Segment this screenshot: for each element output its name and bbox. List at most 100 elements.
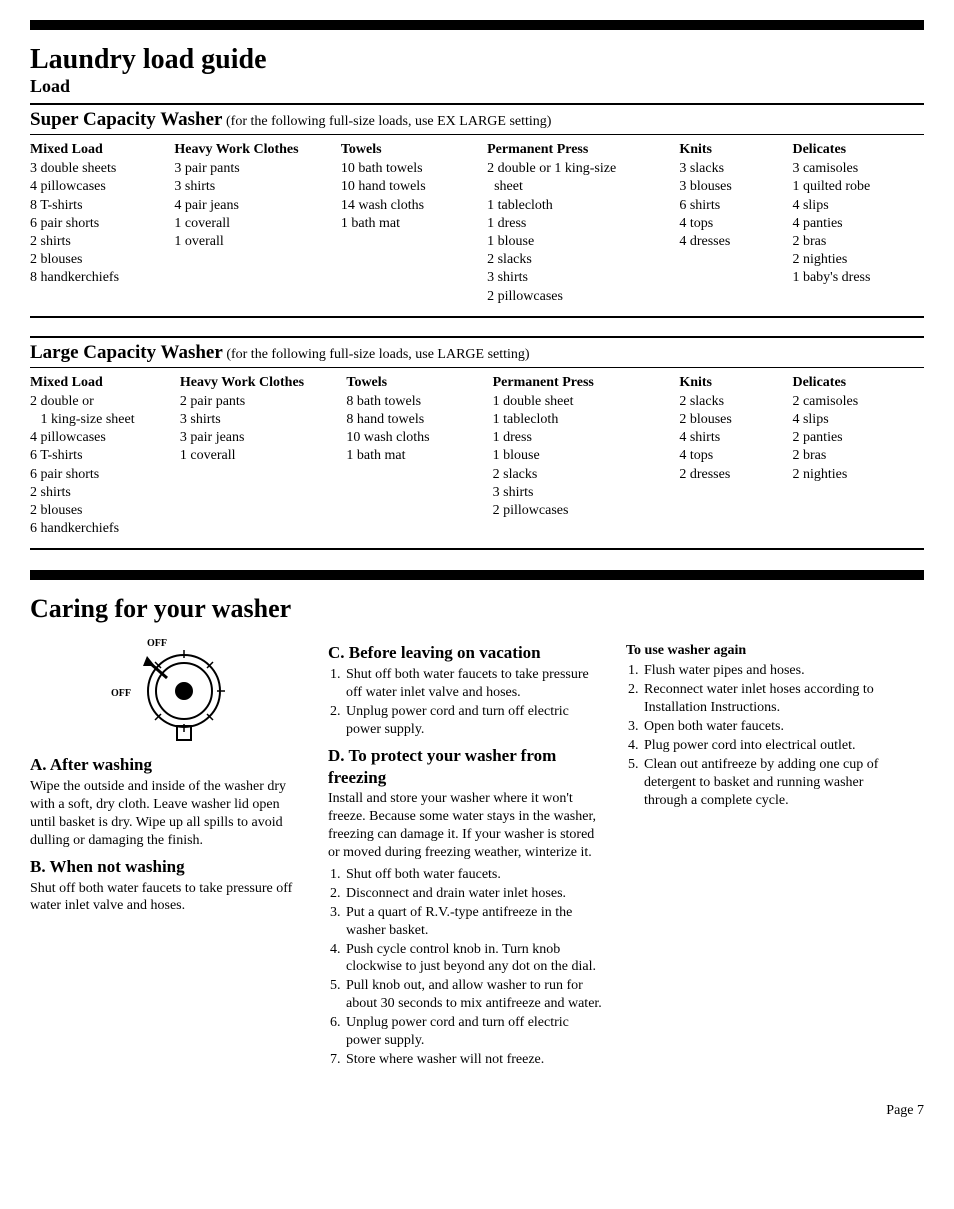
large-title: Large Capacity Washer xyxy=(30,342,223,363)
load-item: 10 hand towels xyxy=(341,178,475,196)
care-col-1: OFF OFF A. After washing Wipe the outsid… xyxy=(30,636,328,1072)
load-item: 2 blouses xyxy=(30,251,162,269)
load-item: 4 panties xyxy=(792,215,912,233)
section-a-title: A. After washing xyxy=(30,754,308,776)
list-item: Shut off both water faucets. xyxy=(344,866,606,884)
load-item: 3 shirts xyxy=(493,484,668,502)
load-item: 6 shirts xyxy=(679,197,780,215)
load-item: 4 tops xyxy=(679,215,780,233)
load-item: 3 pair jeans xyxy=(180,429,334,447)
load-item: 2 slacks xyxy=(679,393,780,411)
load-item: 4 pair jeans xyxy=(174,197,328,215)
section-c-title: C. Before leaving on vacation xyxy=(328,642,606,664)
section-a-body: Wipe the outside and inside of the washe… xyxy=(30,778,308,850)
load-item: 1 bath mat xyxy=(341,215,475,233)
load-item: 1 king-size sheet xyxy=(30,411,168,429)
care-columns: OFF OFF A. After washing Wipe the outsid… xyxy=(30,636,924,1072)
column-header: Delicates xyxy=(792,374,912,392)
care-col-2: C. Before leaving on vacation Shut off b… xyxy=(328,636,626,1072)
load-item: 1 coverall xyxy=(174,215,328,233)
load-item: 10 wash cloths xyxy=(346,429,480,447)
large-detail: (for the following full-size loads, use … xyxy=(223,347,530,362)
subhead-load: Load xyxy=(30,76,924,97)
list-item: Disconnect and drain water inlet hoses. xyxy=(344,885,606,903)
load-column: Towels8 bath towels8 hand towels10 wash … xyxy=(346,374,492,539)
super-detail: (for the following full-size loads, use … xyxy=(223,114,552,129)
super-load-table: Mixed Load3 double sheets4 pillowcases8 … xyxy=(30,141,924,318)
load-item: 2 pillowcases xyxy=(493,502,668,520)
load-item: 8 hand towels xyxy=(346,411,480,429)
section-d-body: Install and store your washer where it w… xyxy=(328,790,606,862)
load-column: Delicates3 camisoles1 quilted robe4 slip… xyxy=(792,141,924,306)
load-item: 1 blouse xyxy=(487,233,667,251)
load-column: Mixed Load2 double or 1 king-size sheet4… xyxy=(30,374,180,539)
load-column: Heavy Work Clothes3 pair pants3 shirts4 … xyxy=(174,141,340,306)
load-item: 1 overall xyxy=(174,233,328,251)
load-item: 4 slips xyxy=(792,411,912,429)
load-item: 2 slacks xyxy=(493,466,668,484)
load-item: 4 dresses xyxy=(679,233,780,251)
column-header: Permanent Press xyxy=(493,374,668,392)
column-header: Mixed Load xyxy=(30,141,162,159)
load-item: 1 coverall xyxy=(180,447,334,465)
load-item: 2 panties xyxy=(792,429,912,447)
column-header: Knits xyxy=(679,374,780,392)
load-item: 2 shirts xyxy=(30,484,168,502)
load-item: 1 dress xyxy=(493,429,668,447)
load-item: 2 bras xyxy=(792,447,912,465)
load-item: 14 wash cloths xyxy=(341,197,475,215)
column-header: Mixed Load xyxy=(30,374,168,392)
list-item: Put a quart of R.V.-type antifreeze in t… xyxy=(344,904,606,940)
load-item: 2 double or xyxy=(30,393,168,411)
load-item: 1 quilted robe xyxy=(792,178,912,196)
reuse-list: Flush water pipes and hoses.Reconnect wa… xyxy=(626,662,904,809)
load-item: 2 nighties xyxy=(792,466,912,484)
load-item: 8 T-shirts xyxy=(30,197,162,215)
column-header: Towels xyxy=(346,374,480,392)
load-item: 1 blouse xyxy=(493,447,668,465)
list-item: Unplug power cord and turn off electric … xyxy=(344,1014,606,1050)
load-item: 6 handkerchiefs xyxy=(30,520,168,538)
load-item: 4 pillowcases xyxy=(30,429,168,447)
column-header: Knits xyxy=(679,141,780,159)
care-col-3: To use washer again Flush water pipes an… xyxy=(626,636,924,1072)
load-item: 1 double sheet xyxy=(493,393,668,411)
load-item: 3 shirts xyxy=(180,411,334,429)
load-item: 4 pillowcases xyxy=(30,178,162,196)
section-d-list: Shut off both water faucets.Disconnect a… xyxy=(328,866,606,1069)
column-header: Delicates xyxy=(792,141,912,159)
load-item: 2 double or 1 king-size xyxy=(487,160,667,178)
load-item: 6 pair shorts xyxy=(30,215,162,233)
load-item: 2 blouses xyxy=(679,411,780,429)
top-rule xyxy=(30,20,924,30)
off-label-left: OFF xyxy=(111,688,131,699)
reuse-title: To use washer again xyxy=(626,642,904,660)
load-item: 2 nighties xyxy=(792,251,912,269)
column-header: Heavy Work Clothes xyxy=(174,141,328,159)
mid-rule xyxy=(30,570,924,580)
super-header: Super Capacity Washer (for the following… xyxy=(30,105,924,135)
load-item: 4 tops xyxy=(679,447,780,465)
off-label-top: OFF xyxy=(147,638,167,649)
load-item: 2 shirts xyxy=(30,233,162,251)
load-item: 3 blouses xyxy=(679,178,780,196)
load-column: Delicates2 camisoles4 slips2 panties2 br… xyxy=(792,374,924,539)
load-item: 6 T-shirts xyxy=(30,447,168,465)
load-item: 2 camisoles xyxy=(792,393,912,411)
section-b-title: B. When not washing xyxy=(30,856,308,878)
load-item: 1 baby's dress xyxy=(792,269,912,287)
list-item: Pull knob out, and allow washer to run f… xyxy=(344,977,606,1013)
load-item: 1 dress xyxy=(487,215,667,233)
load-column: Permanent Press2 double or 1 king-size s… xyxy=(487,141,679,306)
list-item: Plug power cord into electrical outlet. xyxy=(642,737,904,755)
section-c-list: Shut off both water faucets to take pres… xyxy=(328,666,606,739)
section-b-body: Shut off both water faucets to take pres… xyxy=(30,880,308,916)
column-header: Permanent Press xyxy=(487,141,667,159)
load-item: 3 shirts xyxy=(174,178,328,196)
load-item: 1 tablecloth xyxy=(487,197,667,215)
column-header: Towels xyxy=(341,141,475,159)
load-item: 2 pair pants xyxy=(180,393,334,411)
load-item: 3 slacks xyxy=(679,160,780,178)
list-item: Shut off both water faucets to take pres… xyxy=(344,666,606,702)
load-item: sheet xyxy=(487,178,667,196)
